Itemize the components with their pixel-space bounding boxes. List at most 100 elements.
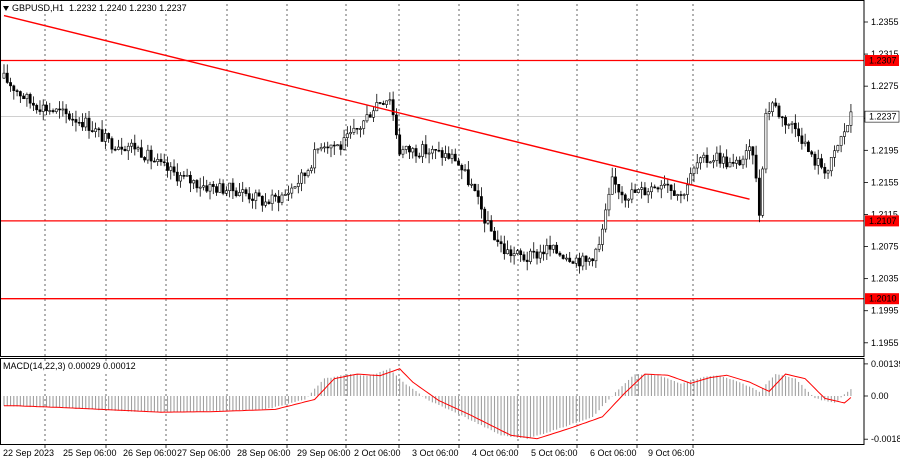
candle — [84, 112, 88, 131]
candle-body — [653, 186, 657, 189]
candle — [64, 104, 68, 124]
candle-body — [764, 113, 768, 170]
candle-body — [169, 166, 173, 171]
candle — [241, 181, 245, 202]
candle-body — [718, 152, 722, 164]
candle — [182, 171, 186, 180]
candle-body — [300, 172, 303, 184]
candle — [211, 181, 215, 195]
candle-body — [251, 198, 254, 201]
candle-body — [267, 201, 271, 204]
candle — [574, 255, 578, 268]
candle — [522, 251, 526, 263]
candle-body — [283, 194, 287, 196]
candle-body — [738, 159, 742, 166]
candle — [251, 193, 254, 209]
candle — [345, 126, 349, 147]
candle — [496, 230, 500, 247]
candle — [290, 183, 294, 199]
candle — [5, 64, 9, 84]
candle — [74, 110, 78, 132]
candle — [166, 156, 169, 178]
candle-body — [313, 149, 317, 169]
candle — [139, 139, 143, 158]
candle — [833, 145, 836, 167]
candle-body — [807, 141, 810, 152]
candle — [224, 186, 228, 197]
candle — [836, 144, 840, 153]
candle-body — [725, 156, 729, 168]
candle-body — [326, 146, 330, 149]
time-tick-label: 29 Sep 06:00 — [297, 448, 351, 458]
candle — [741, 155, 745, 169]
candle — [686, 177, 689, 202]
candle — [447, 146, 451, 160]
candle — [326, 141, 330, 154]
candle — [646, 188, 650, 204]
candle — [195, 178, 199, 193]
candle — [153, 157, 156, 163]
candle-body — [332, 144, 336, 147]
candle — [780, 115, 784, 127]
candle-body — [385, 100, 388, 105]
price-tick-label: 1.1995 — [871, 306, 899, 316]
candle — [640, 181, 644, 199]
time-tick-label: 9 Oct 06:00 — [648, 448, 695, 458]
dropdown-triangle-icon[interactable] — [3, 6, 9, 12]
candle-body — [87, 117, 91, 131]
macd-tick-label: 0.00139 — [871, 359, 900, 369]
candle — [391, 91, 395, 121]
macd-header: MACD(14,22,3) 0.00029 0.00012 — [3, 361, 136, 372]
candle-body — [679, 194, 683, 196]
candle-body — [417, 155, 421, 158]
ohlc-values: 1.2232 1.2240 1.2230 1.2237 — [69, 3, 187, 13]
candle-body — [51, 110, 55, 112]
candle — [532, 242, 536, 259]
candle — [316, 148, 320, 154]
candle — [277, 190, 281, 212]
candle-body — [123, 148, 127, 152]
candle — [401, 145, 405, 159]
candle-body — [71, 118, 75, 121]
candle-body — [221, 183, 225, 194]
candle-body — [41, 104, 45, 112]
candle — [633, 183, 637, 194]
candle-body — [208, 184, 212, 192]
candle — [444, 145, 447, 162]
candle — [555, 242, 559, 255]
candle-body — [25, 94, 29, 100]
candle — [342, 129, 346, 151]
candle-body — [130, 142, 133, 147]
candle — [247, 187, 251, 204]
candle — [280, 192, 284, 206]
candle — [97, 127, 101, 138]
candle — [676, 193, 680, 201]
candle — [300, 169, 303, 192]
candle — [215, 183, 218, 196]
candle-body — [378, 102, 382, 104]
candle-body — [404, 145, 408, 150]
candle-body — [643, 187, 647, 196]
candle-body — [205, 185, 209, 192]
candle — [296, 174, 300, 194]
candle — [721, 153, 725, 169]
symbol-label: GBPUSD,H1 — [12, 3, 65, 13]
candle — [260, 195, 264, 212]
candle — [156, 153, 160, 166]
candle — [689, 167, 693, 186]
candle — [414, 144, 418, 163]
macd-label: MACD(14,22,3) 0.00029 0.00012 — [3, 361, 136, 371]
candle — [188, 171, 192, 193]
candle-body — [558, 252, 562, 256]
candle — [754, 145, 758, 183]
candle-body — [542, 251, 545, 255]
candle-body — [198, 186, 202, 189]
candle — [535, 248, 539, 265]
macd-tick-label: -0.00187 — [871, 434, 900, 444]
candle — [594, 247, 598, 268]
candle — [430, 145, 434, 160]
candle-body — [64, 108, 68, 115]
candle — [107, 132, 111, 143]
candle — [476, 183, 480, 205]
